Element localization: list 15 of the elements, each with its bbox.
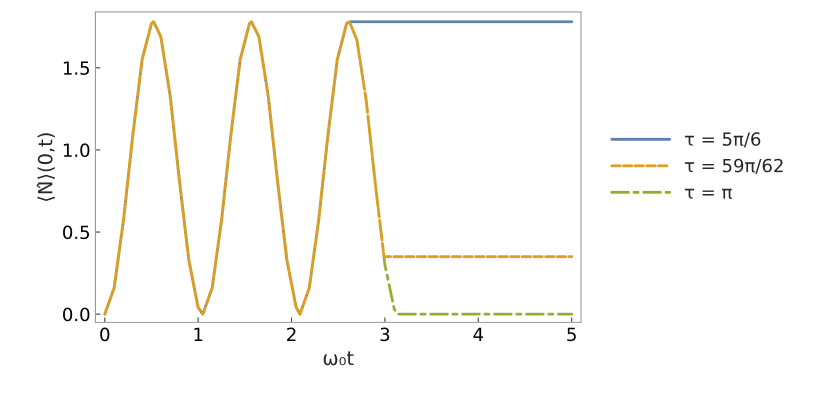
x-axis-title: ω₀t <box>324 351 354 366</box>
y-axis-title: ⟨N̂⟩(0,t) <box>36 133 55 201</box>
legend-label: τ = π <box>684 188 732 199</box>
y-tick-label: 0.0 <box>63 308 90 322</box>
x-tick-label: 2 <box>287 328 296 341</box>
x-tick-label: 4 <box>473 328 484 341</box>
y-tick-label: 1.0 <box>64 143 90 158</box>
x-tick-label: 5 <box>567 328 576 342</box>
x-tick-label: 3 <box>380 328 390 342</box>
y-tick-label: 0.5 <box>63 226 90 240</box>
legend-label: τ = 59π/62 <box>684 158 783 174</box>
x-tick-label: 0 <box>100 328 110 342</box>
y-tick-label: 1.5 <box>64 61 90 75</box>
x-tick-label: 1 <box>194 328 202 341</box>
legend-label: τ = 5π/6 <box>684 132 760 148</box>
